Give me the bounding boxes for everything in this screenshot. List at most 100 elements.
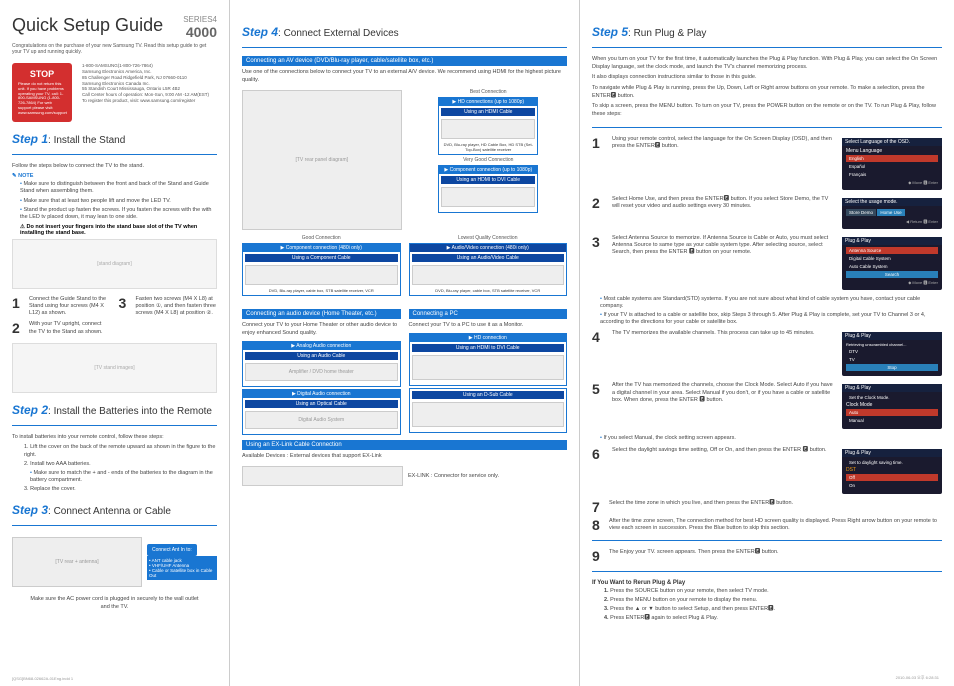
note-item: If your TV is attached to a cable or sat… <box>600 312 942 326</box>
av-diagram <box>412 265 565 285</box>
section-header: Connecting an audio device (Home Theater… <box>242 309 401 319</box>
step-text: The Enjoy your TV. screen appears. Then … <box>609 549 779 556</box>
step-text: Fasten two screws (M4 X L8) at position … <box>136 296 218 317</box>
note-item: Make sure that at least two people lift … <box>20 198 217 205</box>
step5-intro: When you turn on your TV for the first t… <box>592 56 942 71</box>
step-num: 2 <box>12 321 24 335</box>
conn-quality: Best Connection <box>410 89 568 95</box>
list-item: 3. Replace the cover. <box>24 486 217 493</box>
page-title: Quick Setup Guide <box>12 15 163 36</box>
step2-intro: To install batteries into your remote co… <box>12 434 217 442</box>
step5-intro: It also displays connection instructions… <box>592 74 942 82</box>
stand-diagram: [stand diagram] <box>12 239 217 289</box>
step-num: 3 <box>119 296 131 310</box>
pc-intro: Connect your TV to a PC to use it as a M… <box>409 322 568 330</box>
conn-box: ▶ HD connections (up to 1080p) Using an … <box>438 97 538 155</box>
step-num: 7 <box>592 500 604 514</box>
dsub-diagram <box>412 402 565 427</box>
step-num: 4 <box>592 330 604 344</box>
conn-quality: Good Connection <box>242 235 401 241</box>
exlink-intro: Available Devices : External devices tha… <box>242 453 567 461</box>
note-item: Most cable systems are Standard(STD) sys… <box>600 296 942 310</box>
component-diagram <box>245 265 398 285</box>
osd-screen: Plug & Play Set the Clock Mode. Clock Mo… <box>842 384 942 429</box>
step5-title: Step 5: Run Plug & Play <box>592 25 942 39</box>
note-label: ✎ NOTE <box>12 173 217 179</box>
conn-box: ▶ Component connection (up to 1080p) Usi… <box>438 165 538 213</box>
osd-screen: Plug & Play Set to daylight saving time.… <box>842 449 942 494</box>
section-header: Using an EX-Link Cable Connection <box>242 440 567 450</box>
step1-title: Step 1: Install the Stand <box>12 132 217 146</box>
conn-box: ▶ HD connection Using an HDMI to DVI Cab… <box>409 333 568 386</box>
optical-diagram: Digital Audio System <box>245 411 398 429</box>
step-text: Select Antenna Source to memorize. If An… <box>612 235 834 256</box>
rerun-header: If You Want to Rerun Plug & Play <box>592 580 942 586</box>
stop-callout: STOP Please do not return this unit. If … <box>12 63 72 122</box>
step-text: With your TV upright, connect the TV to … <box>29 321 111 335</box>
step-text: Select the daylight savings time setting… <box>612 447 834 454</box>
note-item: Stand the product up fasten the screws. … <box>20 207 217 221</box>
pc-hdmi-diagram <box>412 355 565 380</box>
ant-options: • ANT cable jack • VHF/UHF Antenna • Cab… <box>147 556 217 580</box>
list-item: 2. Press the MENU button on your remote … <box>604 597 942 604</box>
conn-quality: Very Good Connection <box>410 157 568 163</box>
exlink-note: EX-LINK : Connector for service only. <box>408 473 567 481</box>
step5-intro: To navigate while Plug & Play is running… <box>592 85 942 100</box>
step4-intro: Use one of the connections below to conn… <box>242 69 567 84</box>
contact-info: 1-800-SAMSUNG(1-800-726-7864) Samsung El… <box>82 63 212 122</box>
connect-ant-label: Connect Ant In to: <box>147 544 197 556</box>
stand-diagram-2: [TV stand images] <box>12 343 217 393</box>
power-note: Make sure the AC power cord is plugged i… <box>12 593 217 614</box>
step2-title: Step 2: Install the Batteries into the R… <box>12 403 217 417</box>
tv-rear-diagram: [TV rear panel diagram] <box>242 90 402 230</box>
note-item: If you select Manual, the clock setting … <box>600 435 942 442</box>
conn-box: ▶ Audio/Video connection (480i only) Usi… <box>409 243 568 296</box>
antenna-diagram: [TV rear + antenna] <box>12 537 142 587</box>
step5-intro: To skip a screen, press the MENU button.… <box>592 103 942 118</box>
step1-intro: Follow the steps below to connect the TV… <box>12 163 217 171</box>
step-num: 2 <box>592 196 604 210</box>
step-num: 5 <box>592 382 604 396</box>
conn-box: ▶ Component connection (480i only) Using… <box>242 243 401 296</box>
section-header: Connecting a PC <box>409 309 568 319</box>
note-item: Make sure to match the + and - ends of t… <box>30 470 217 484</box>
step-num: 3 <box>592 235 604 249</box>
osd-screen: Plug & Play Retrieving unscrambled chann… <box>842 332 942 376</box>
audio-intro: Connect your TV to your Home Theater or … <box>242 322 401 337</box>
list-item: 3. Press the ▲ or ▼ button to select Set… <box>604 606 942 613</box>
audio-diagram: Amplifier / DVD home theater <box>245 363 398 381</box>
step-text: Using your remote control, select the la… <box>612 136 834 150</box>
step3-title: Step 3: Connect Antenna or Cable <box>12 503 217 517</box>
footer-right: 2010-06-03 오후 6:28:31 <box>896 675 939 681</box>
osd-screen: Select Language of the OSD. Menu Languag… <box>842 138 942 190</box>
step-text: After the time zone screen, The connecti… <box>609 518 942 532</box>
subtitle: Congratulations on the purchase of your … <box>12 43 217 55</box>
conn-box: ▶ Digital Audio connection Using an Opti… <box>242 389 401 435</box>
step-num: 8 <box>592 518 604 532</box>
conn-box: Using an D-Sub Cable <box>409 388 568 433</box>
step-text: Select Home Use, and then press the ENTE… <box>612 196 834 210</box>
section-header: Connecting an AV device (DVD/Blu-ray pla… <box>242 56 567 66</box>
step-text: The TV memorizes the available channels.… <box>612 330 834 337</box>
step-text: Select the time zone in which you live, … <box>609 500 793 507</box>
step-num: 1 <box>12 296 24 310</box>
hdmi-diagram <box>441 119 535 139</box>
step-num: 1 <box>592 136 604 150</box>
warning-text: Do not insert your fingers into the stan… <box>12 224 217 236</box>
note-item: Make sure to distinguish between the fro… <box>20 181 217 195</box>
list-item: 4. Press ENTER🅴 again to select Plug & P… <box>604 615 942 622</box>
osd-screen: Select the usage mode. Store Demo Home U… <box>842 198 942 229</box>
step-num: 6 <box>592 447 604 461</box>
conn-quality: Lowest Quality Connection <box>409 235 568 241</box>
dvi-diagram <box>441 187 535 207</box>
conn-box: ▶ Analog Audio connection Using an Audio… <box>242 341 401 387</box>
list-item: 2. Install two AAA batteries. <box>24 461 217 468</box>
exlink-diagram <box>242 466 403 486</box>
osd-screen: Plug & Play Antenna Source Digital Cable… <box>842 237 942 290</box>
list-item: 1. Lift the cover on the back of the rem… <box>24 444 217 458</box>
step4-title: Step 4: Connect External Devices <box>242 25 567 39</box>
step-text: Connect the Guide Stand to the Stand usi… <box>29 296 111 317</box>
step-text: After the TV has memorized the channels,… <box>612 382 834 403</box>
series-badge: SERIES4 4000 <box>183 15 217 40</box>
footer-left: [QSG]BN68-02662A-01Eng.indd 1 <box>12 676 73 681</box>
